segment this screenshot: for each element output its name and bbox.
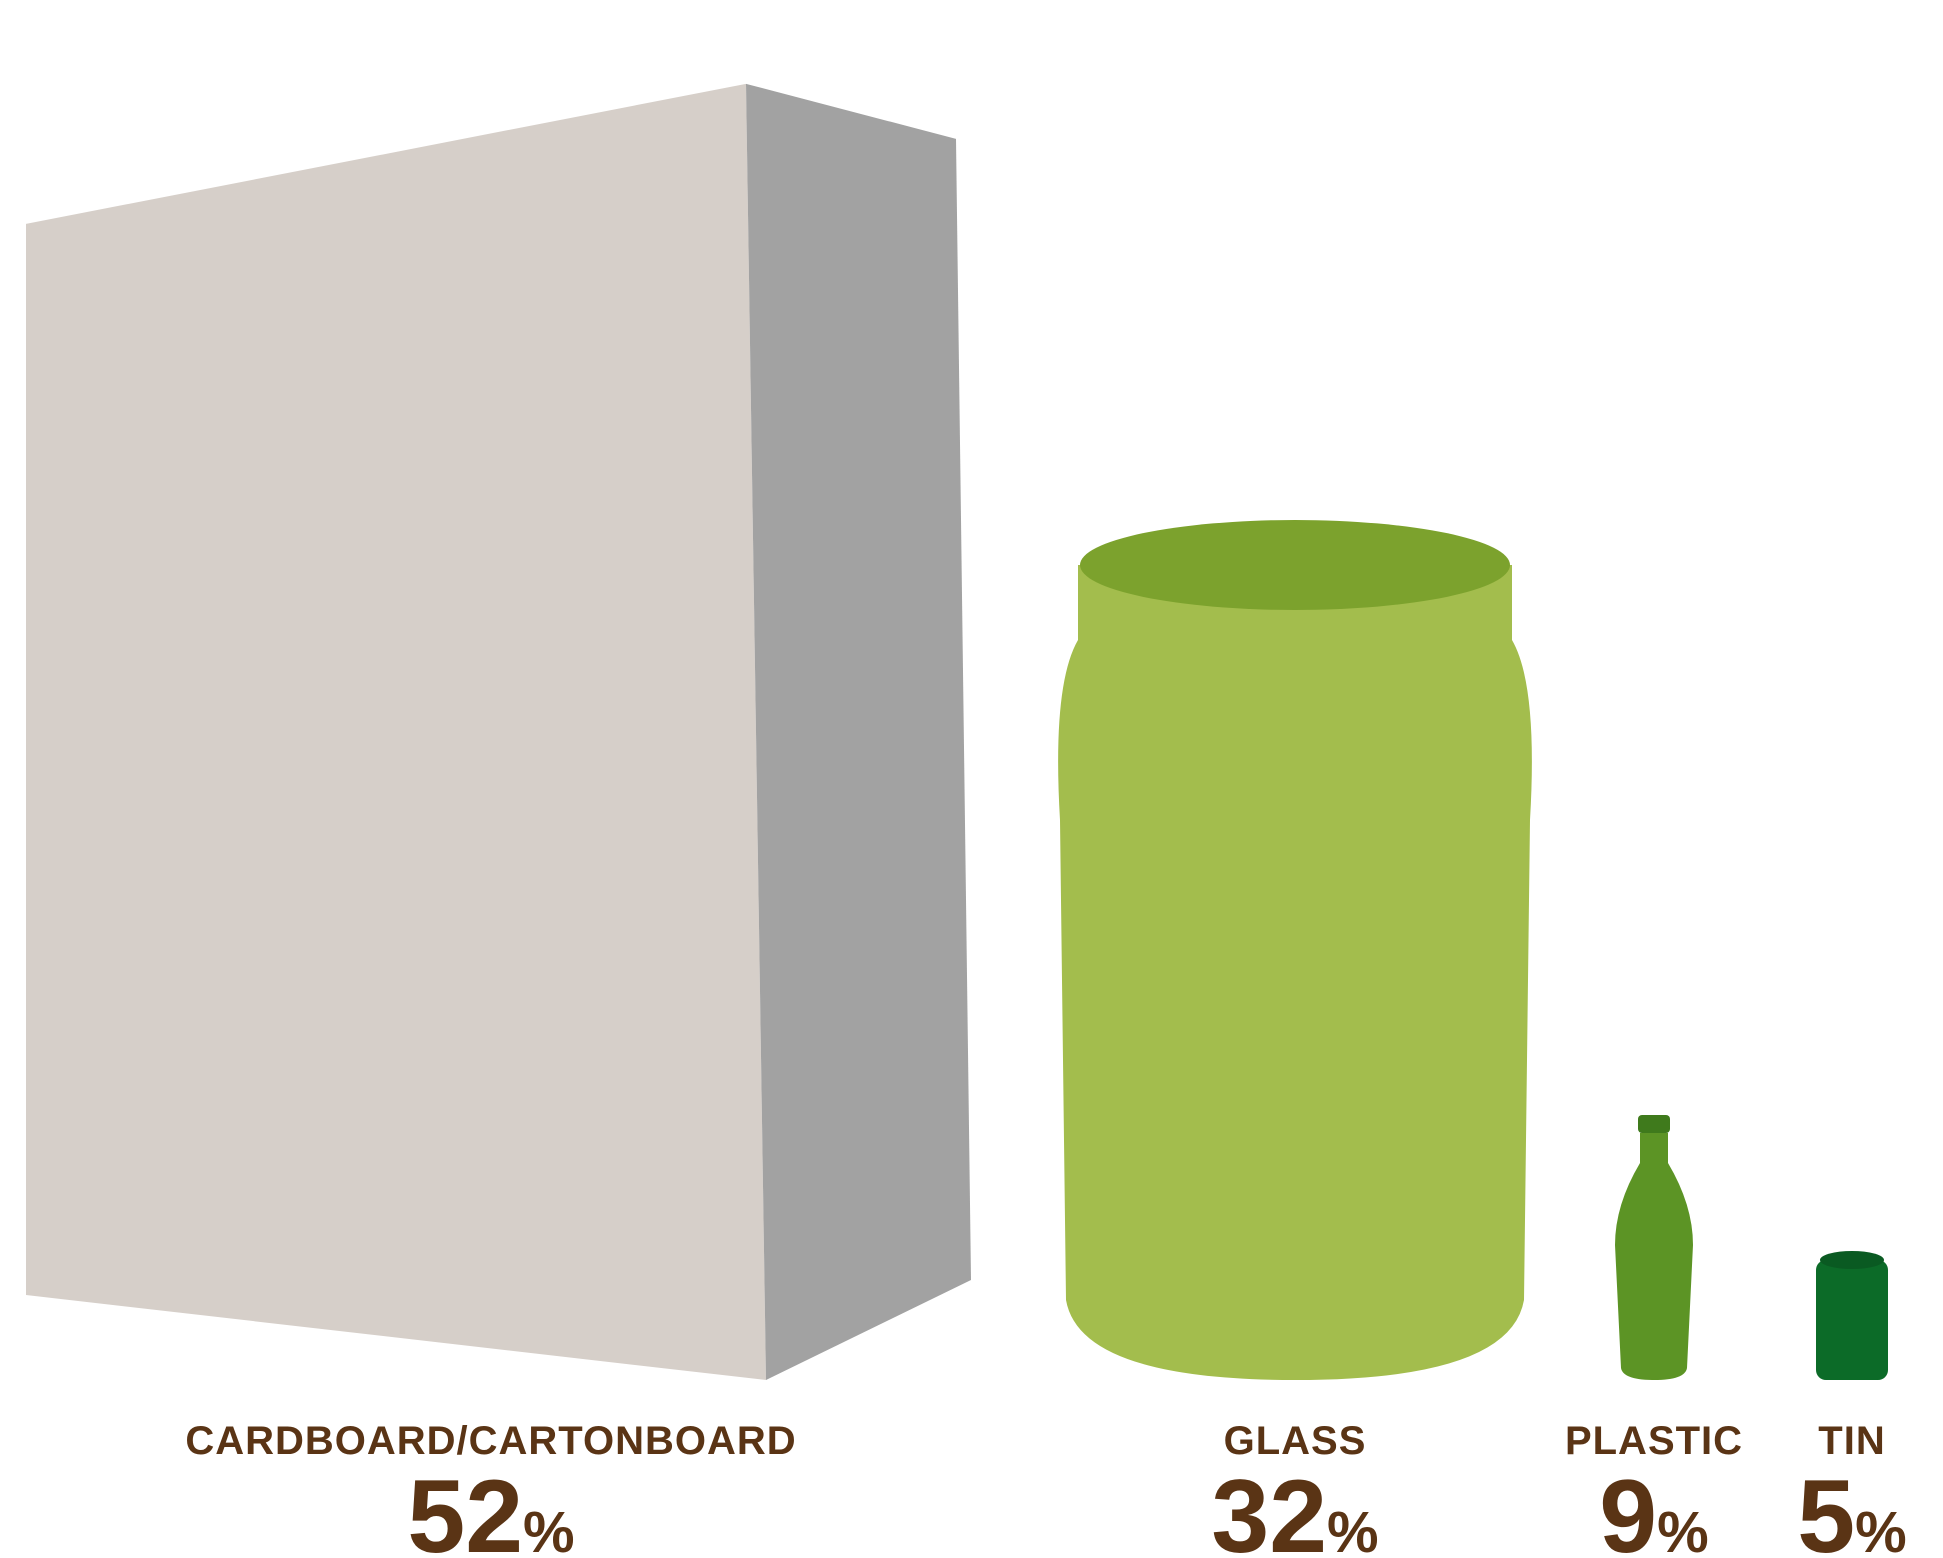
category-label-plastic: PLASTIC [1565, 1419, 1743, 1463]
chart-marks [26, 83, 1888, 1381]
data-label-cardboard: 52% [407, 1459, 574, 1558]
value-glass: 32 [1211, 1459, 1327, 1558]
data-label-tin: 5% [1797, 1459, 1906, 1558]
category-label-glass: GLASS [1224, 1419, 1367, 1463]
value-tin: 5 [1797, 1459, 1855, 1558]
percent-sign: % [1657, 1500, 1709, 1558]
value-cardboard: 52 [407, 1459, 523, 1558]
data-label-plastic: 9% [1599, 1459, 1708, 1558]
jar-body [1058, 565, 1532, 1380]
percent-sign: % [1855, 1500, 1907, 1558]
value-plastic: 9 [1599, 1459, 1657, 1558]
bottle-cap [1638, 1115, 1670, 1133]
box-side [746, 83, 971, 1381]
percent-sign: % [1327, 1500, 1379, 1558]
percent-sign: % [523, 1500, 575, 1558]
can-body [1816, 1260, 1888, 1380]
jar-lid [1080, 520, 1510, 610]
category-label-tin: TIN [1818, 1419, 1885, 1463]
category-label-cardboard: CARDBOARD/CARTONBOARD [185, 1419, 796, 1463]
bar-jar [1058, 520, 1532, 1380]
bar-bottle [1615, 1115, 1693, 1380]
chart-labels: CARDBOARD/CARTONBOARD GLASS PLASTIC TIN … [185, 1419, 1906, 1558]
can-top [1820, 1251, 1884, 1269]
data-label-glass: 32% [1211, 1459, 1378, 1558]
bar-box [26, 83, 971, 1381]
box-front [26, 83, 766, 1381]
bar-can [1816, 1251, 1888, 1380]
bottle-body [1615, 1133, 1693, 1380]
